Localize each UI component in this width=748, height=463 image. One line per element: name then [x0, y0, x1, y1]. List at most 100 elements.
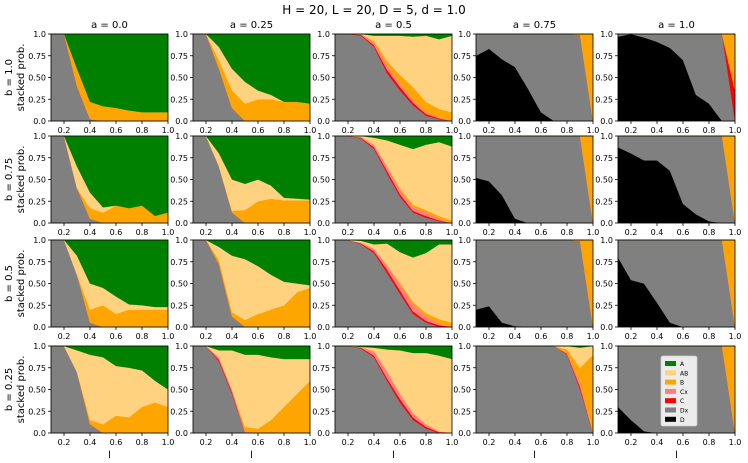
y-tick-label: 1.0 — [600, 236, 613, 245]
x-axis-label: l — [675, 450, 678, 461]
y-tick-label: 0.0 — [33, 219, 46, 228]
x-tick-label: 0.8 — [136, 126, 149, 135]
x-tick-label: 0.2 — [342, 228, 355, 237]
row-ylabel: stacked prob. — [16, 356, 27, 424]
x-tick-label: 0.4 — [368, 332, 381, 341]
x-tick-label: 1.0 — [729, 438, 742, 447]
x-tick-label: 0.2 — [342, 332, 355, 341]
y-tick-label: 0.75 — [595, 52, 613, 61]
panel-r2-c1: 0.2 0.4 0.6 0.8 1.0 0.0 0.25 0.50 0.75 1.0 b = 0.7… — [4, 132, 174, 237]
y-tick-label: 0.0 — [175, 117, 188, 126]
panel-r4-c2: 0.2 0.4 0.6 0.8 1.0 0.0 0.25 0.50 0.75 1.0 l — [170, 342, 316, 461]
panel-r2-c5: 0.2 0.4 0.6 0.8 1.0 0.0 0.25 0.50 0.75 1.0 — [595, 132, 741, 237]
y-tick-label: 0.25 — [595, 301, 613, 310]
y-tick-label: 0.0 — [175, 429, 188, 438]
y-tick-label: 0.50 — [595, 74, 613, 83]
y-tick-label: 0.50 — [312, 280, 330, 289]
panel-r3-c1: 0.2 0.4 0.6 0.8 1.0 0.0 0.25 0.50 0.75 1.0 b = 0.5… — [4, 236, 174, 341]
y-tick-label: 0.75 — [28, 258, 46, 267]
y-tick-label: 0.75 — [453, 258, 471, 267]
y-tick-label: 0.75 — [170, 52, 188, 61]
x-tick-label: 0.4 — [84, 332, 97, 341]
x-tick-label: 0.2 — [58, 126, 71, 135]
legend-label: Cx — [680, 389, 688, 396]
panel-r2-c3: 0.2 0.4 0.6 0.8 1.0 0.0 0.25 0.50 0.75 1.0 — [312, 132, 458, 237]
x-tick-label: 0.2 — [483, 438, 496, 447]
y-tick-label: 1.0 — [458, 30, 471, 39]
figure-suptitle: H = 20, L = 20, D = 5, d = 1.0 — [282, 3, 465, 17]
x-tick-label: 1.0 — [729, 228, 742, 237]
y-tick-label: 0.25 — [28, 407, 46, 416]
y-tick-label: 1.0 — [317, 30, 330, 39]
y-tick-label: 0.75 — [312, 52, 330, 61]
y-tick-label: 0.0 — [33, 117, 46, 126]
x-tick-label: 0.6 — [535, 332, 548, 341]
y-tick-label: 0.0 — [600, 429, 613, 438]
row-title: b = 0.5 — [4, 265, 15, 302]
y-tick-label: 1.0 — [458, 342, 471, 351]
x-tick-label: 0.4 — [509, 126, 522, 135]
x-tick-label: 0.8 — [278, 126, 291, 135]
panel-r2-c2: 0.2 0.4 0.6 0.8 1.0 0.0 0.25 0.50 0.75 1.0 — [170, 132, 316, 237]
y-tick-label: 0.25 — [595, 407, 613, 416]
x-tick-label: 1.0 — [446, 228, 459, 237]
row-ylabel: stacked prob. — [16, 44, 27, 112]
y-tick-label: 0.75 — [312, 154, 330, 163]
y-tick-label: 0.0 — [458, 429, 471, 438]
x-tick-label: 0.8 — [420, 228, 433, 237]
x-tick-label: 0.8 — [561, 126, 574, 135]
legend-swatch — [665, 370, 676, 376]
x-tick-label: 0.4 — [509, 332, 522, 341]
y-tick-label: 1.0 — [600, 132, 613, 141]
x-tick-label: 0.6 — [110, 228, 123, 237]
y-tick-label: 0.50 — [453, 280, 471, 289]
x-tick-label: 0.6 — [677, 332, 690, 341]
x-tick-label: 0.2 — [342, 126, 355, 135]
panel-r1-c4: 0.2 0.4 0.6 0.8 1.0 0.0 0.25 0.50 0.75 1.0 a = 0.7… — [453, 20, 599, 135]
panel-r2-c4: 0.2 0.4 0.6 0.8 1.0 0.0 0.25 0.50 0.75 1.0 — [453, 132, 599, 237]
legend: A AB B Cx C Dx D — [660, 355, 698, 427]
x-tick-label: 0.8 — [136, 332, 149, 341]
y-tick-label: 0.0 — [317, 323, 330, 332]
x-tick-label: 0.6 — [110, 126, 123, 135]
y-tick-label: 0.75 — [170, 154, 188, 163]
y-tick-label: 0.0 — [33, 323, 46, 332]
y-tick-label: 0.25 — [595, 197, 613, 206]
y-tick-label: 0.25 — [170, 95, 188, 104]
x-tick-label: 0.4 — [509, 228, 522, 237]
y-tick-label: 1.0 — [175, 342, 188, 351]
x-tick-label: 0.2 — [200, 438, 213, 447]
panel-r1-c3: 0.2 0.4 0.6 0.8 1.0 0.0 0.25 0.50 0.75 1.0 a = 0.5 — [312, 20, 458, 135]
x-tick-label: 0.4 — [226, 332, 239, 341]
x-tick-label: 0.4 — [368, 228, 381, 237]
y-tick-label: 0.25 — [595, 95, 613, 104]
panel-r4-c4: 0.2 0.4 0.6 0.8 1.0 0.0 0.25 0.50 0.75 1.0 l — [453, 342, 599, 461]
legend-swatch — [665, 379, 676, 385]
x-tick-label: 0.4 — [368, 126, 381, 135]
y-tick-label: 1.0 — [317, 236, 330, 245]
x-tick-label: 0.2 — [483, 126, 496, 135]
y-tick-label: 0.0 — [175, 323, 188, 332]
y-tick-label: 0.75 — [28, 364, 46, 373]
column-title: a = 0.5 — [375, 20, 412, 31]
x-tick-label: 1.0 — [162, 228, 175, 237]
row-title: b = 0.75 — [4, 158, 15, 201]
x-tick-label: 1.0 — [446, 332, 459, 341]
y-tick-label: 0.25 — [312, 197, 330, 206]
x-tick-label: 0.8 — [561, 332, 574, 341]
x-tick-label: 0.4 — [368, 438, 381, 447]
y-tick-label: 0.0 — [317, 429, 330, 438]
x-tick-label: 0.2 — [200, 126, 213, 135]
x-tick-label: 0.4 — [651, 438, 664, 447]
y-tick-label: 0.75 — [312, 258, 330, 267]
x-tick-label: 1.0 — [304, 228, 317, 237]
y-tick-label: 0.25 — [453, 95, 471, 104]
y-tick-label: 0.50 — [312, 74, 330, 83]
y-tick-label: 0.0 — [458, 117, 471, 126]
x-tick-label: 1.0 — [587, 228, 600, 237]
panel-r1-c5: 0.2 0.4 0.6 0.8 1.0 0.0 0.25 0.50 0.75 1.0 a = 1.0 — [595, 20, 741, 135]
legend-label: AB — [680, 370, 688, 377]
x-tick-label: 0.8 — [703, 228, 716, 237]
x-tick-label: 0.4 — [651, 332, 664, 341]
